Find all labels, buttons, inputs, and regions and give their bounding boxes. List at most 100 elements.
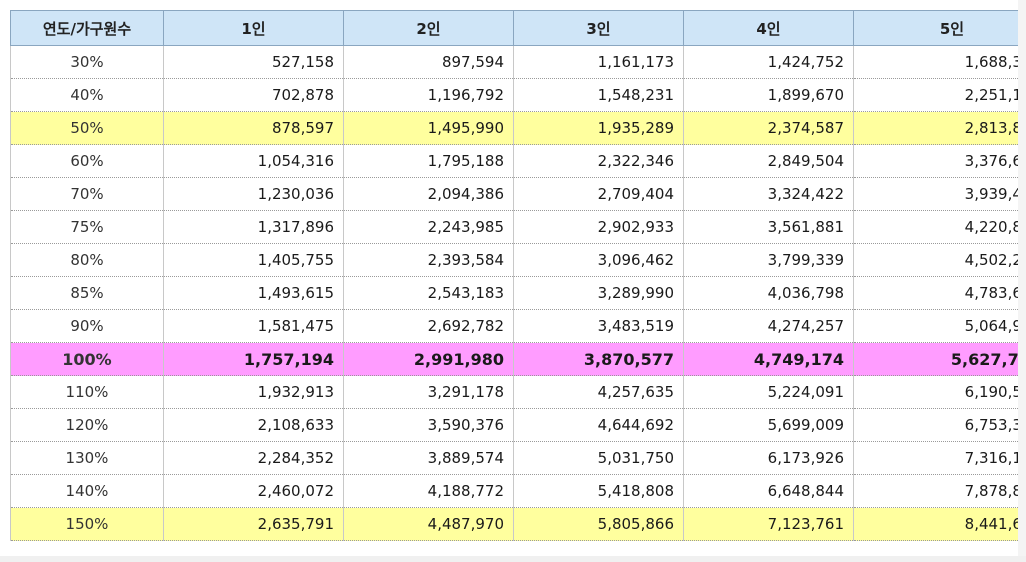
value-cell-4-person[interactable]: 1,424,752 — [683, 45, 854, 79]
value-cell-2-person[interactable]: 4,487,970 — [343, 507, 514, 541]
value-cell-2-person[interactable]: 2,243,985 — [343, 210, 514, 244]
value-cell-4-person[interactable]: 2,849,504 — [683, 144, 854, 178]
value-cell-1-person[interactable]: 2,460,072 — [163, 474, 344, 508]
income-table: 연도/가구원수 1인 2인 3인 4인 5인 30% 527,158 897,594… — [10, 10, 1026, 541]
table-row: 110% 1,932,913 3,291,178 4,257,635 5,224,091… — [10, 375, 1026, 409]
value-cell-3-person[interactable]: 2,322,346 — [513, 144, 684, 178]
value-cell-2-person[interactable]: 2,094,386 — [343, 177, 514, 211]
value-cell-2-person[interactable]: 897,594 — [343, 45, 514, 79]
value-cell-1-person[interactable]: 1,054,316 — [163, 144, 344, 178]
row-percent-cell[interactable]: 120% — [10, 408, 164, 442]
value-cell-4-person[interactable]: 5,224,091 — [683, 375, 854, 409]
row-percent-cell[interactable]: 150% — [10, 507, 164, 541]
value-cell-3-person[interactable]: 4,257,635 — [513, 375, 684, 409]
row-percent-cell[interactable]: 100% — [10, 342, 164, 376]
value-cell-5-person[interactable]: 4,220,828 — [853, 210, 1026, 244]
value-cell-5-person[interactable]: 2,251,108 — [853, 78, 1026, 112]
value-cell-5-person[interactable]: 3,376,663 — [853, 144, 1026, 178]
value-cell-3-person[interactable]: 3,483,519 — [513, 309, 684, 343]
header-1-person: 1인 — [163, 10, 344, 46]
value-cell-2-person[interactable]: 1,495,990 — [343, 111, 514, 145]
value-cell-1-person[interactable]: 2,284,352 — [163, 441, 344, 475]
value-cell-5-person[interactable]: 6,753,325 — [853, 408, 1026, 442]
value-cell-1-person[interactable]: 1,757,194 — [163, 342, 344, 376]
value-cell-1-person[interactable]: 1,932,913 — [163, 375, 344, 409]
row-percent-cell[interactable]: 40% — [10, 78, 164, 112]
value-cell-1-person[interactable]: 1,405,755 — [163, 243, 344, 277]
value-cell-3-person[interactable]: 3,870,577 — [513, 342, 684, 376]
value-cell-1-person[interactable]: 1,581,475 — [163, 309, 344, 343]
value-cell-3-person[interactable]: 1,161,173 — [513, 45, 684, 79]
value-cell-1-person[interactable]: 2,635,791 — [163, 507, 344, 541]
value-cell-4-person[interactable]: 6,173,926 — [683, 441, 854, 475]
value-cell-2-person[interactable]: 3,590,376 — [343, 408, 514, 442]
value-cell-3-person[interactable]: 4,644,692 — [513, 408, 684, 442]
value-cell-2-person[interactable]: 3,889,574 — [343, 441, 514, 475]
header-5-person: 5인 — [853, 10, 1026, 46]
value-cell-4-person[interactable]: 3,561,881 — [683, 210, 854, 244]
value-cell-4-person[interactable]: 6,648,844 — [683, 474, 854, 508]
value-cell-4-person[interactable]: 4,036,798 — [683, 276, 854, 310]
value-cell-2-person[interactable]: 2,692,782 — [343, 309, 514, 343]
value-cell-4-person[interactable]: 3,799,339 — [683, 243, 854, 277]
row-percent-cell[interactable]: 50% — [10, 111, 164, 145]
value-cell-5-person[interactable]: 5,627,771 — [853, 342, 1026, 376]
value-cell-5-person[interactable]: 2,813,886 — [853, 111, 1026, 145]
value-cell-1-person[interactable]: 1,493,615 — [163, 276, 344, 310]
row-percent-cell[interactable]: 60% — [10, 144, 164, 178]
value-cell-2-person[interactable]: 1,795,188 — [343, 144, 514, 178]
value-cell-2-person[interactable]: 2,393,584 — [343, 243, 514, 277]
value-cell-5-person[interactable]: 5,064,994 — [853, 309, 1026, 343]
value-cell-5-person[interactable]: 1,688,331 — [853, 45, 1026, 79]
row-percent-cell[interactable]: 30% — [10, 45, 164, 79]
value-cell-3-person[interactable]: 3,289,990 — [513, 276, 684, 310]
value-cell-1-person[interactable]: 1,230,036 — [163, 177, 344, 211]
value-cell-4-person[interactable]: 4,749,174 — [683, 342, 854, 376]
value-cell-3-person[interactable]: 2,902,933 — [513, 210, 684, 244]
value-cell-5-person[interactable]: 4,502,217 — [853, 243, 1026, 277]
row-percent-cell[interactable]: 80% — [10, 243, 164, 277]
value-cell-4-person[interactable]: 3,324,422 — [683, 177, 854, 211]
value-cell-1-person[interactable]: 2,108,633 — [163, 408, 344, 442]
value-cell-4-person[interactable]: 1,899,670 — [683, 78, 854, 112]
row-percent-cell[interactable]: 140% — [10, 474, 164, 508]
value-cell-4-person[interactable]: 5,699,009 — [683, 408, 854, 442]
table-row: 100% 1,757,194 2,991,980 3,870,577 4,749,174… — [10, 342, 1026, 376]
value-cell-4-person[interactable]: 4,274,257 — [683, 309, 854, 343]
value-cell-5-person[interactable]: 8,441,657 — [853, 507, 1026, 541]
table-row: 70% 1,230,036 2,094,386 2,709,404 3,324,422 3… — [10, 177, 1026, 211]
value-cell-2-person[interactable]: 2,543,183 — [343, 276, 514, 310]
value-cell-3-person[interactable]: 1,935,289 — [513, 111, 684, 145]
row-percent-cell[interactable]: 85% — [10, 276, 164, 310]
value-cell-1-person[interactable]: 527,158 — [163, 45, 344, 79]
value-cell-5-person[interactable]: 3,939,440 — [853, 177, 1026, 211]
value-cell-2-person[interactable]: 3,291,178 — [343, 375, 514, 409]
value-cell-3-person[interactable]: 5,031,750 — [513, 441, 684, 475]
value-cell-5-person[interactable]: 7,878,879 — [853, 474, 1026, 508]
value-cell-5-person[interactable]: 6,190,548 — [853, 375, 1026, 409]
row-percent-cell[interactable]: 70% — [10, 177, 164, 211]
value-cell-3-person[interactable]: 2,709,404 — [513, 177, 684, 211]
window-edge-bottom — [0, 556, 1026, 562]
value-cell-4-person[interactable]: 2,374,587 — [683, 111, 854, 145]
row-percent-cell[interactable]: 90% — [10, 309, 164, 343]
value-cell-3-person[interactable]: 5,418,808 — [513, 474, 684, 508]
value-cell-5-person[interactable]: 4,783,605 — [853, 276, 1026, 310]
row-percent-cell[interactable]: 75% — [10, 210, 164, 244]
value-cell-1-person[interactable]: 1,317,896 — [163, 210, 344, 244]
value-cell-2-person[interactable]: 2,991,980 — [343, 342, 514, 376]
value-cell-2-person[interactable]: 1,196,792 — [343, 78, 514, 112]
value-cell-1-person[interactable]: 702,878 — [163, 78, 344, 112]
value-cell-3-person[interactable]: 1,548,231 — [513, 78, 684, 112]
row-percent-cell[interactable]: 110% — [10, 375, 164, 409]
value-cell-4-person[interactable]: 7,123,761 — [683, 507, 854, 541]
value-cell-3-person[interactable]: 3,096,462 — [513, 243, 684, 277]
value-cell-5-person[interactable]: 7,316,102 — [853, 441, 1026, 475]
value-cell-2-person[interactable]: 4,188,772 — [343, 474, 514, 508]
value-cell-1-person[interactable]: 878,597 — [163, 111, 344, 145]
table-row: 90% 1,581,475 2,692,782 3,483,519 4,274,257 5… — [10, 309, 1026, 343]
value-cell-3-person[interactable]: 5,805,866 — [513, 507, 684, 541]
row-percent-cell[interactable]: 130% — [10, 441, 164, 475]
header-year-household: 연도/가구원수 — [10, 10, 164, 46]
table-row: 130% 2,284,352 3,889,574 5,031,750 6,173,926… — [10, 441, 1026, 475]
